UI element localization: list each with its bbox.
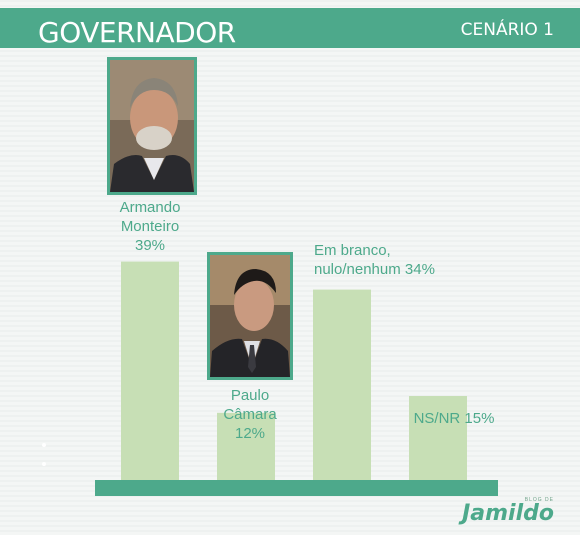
label-nsnr-value: NS/NR 15% <box>413 410 495 427</box>
label-armando-first: Armando <box>119 199 181 216</box>
bar-em-branco-nulo-nenhum <box>313 289 371 480</box>
paulo-camara-photo <box>207 252 293 380</box>
chart-title: GOVERNADOR <box>38 16 236 49</box>
decorative-dot <box>42 462 46 466</box>
chart-baseline <box>95 480 498 496</box>
label-branco-line2: nulo/nenhum 34% <box>314 261 435 278</box>
label-armando-monteiro: Armando Monteiro 39% <box>100 198 200 255</box>
label-armando-last: Monteiro <box>120 218 180 235</box>
header-bar: GOVERNADOR CENÁRIO 1 <box>0 8 580 49</box>
bar-ns-nr <box>409 396 467 480</box>
bar-paulo-c-mara <box>217 412 275 480</box>
label-em-branco: Em branco, nulo/nenhum 34% <box>314 241 474 279</box>
label-paulo-camara: Paulo Câmara 12% <box>200 386 300 443</box>
bar-armando-monteiro <box>121 261 179 480</box>
logo-small-text: BLOG DE <box>524 497 554 503</box>
label-paulo-last: Câmara <box>223 406 277 423</box>
blog-logo: BLOG DE Jamildo <box>462 497 554 525</box>
label-branco-line1: Em branco, <box>314 242 391 259</box>
label-armando-value: 39% <box>134 237 166 254</box>
label-paulo-value: 12% <box>234 425 266 442</box>
decorative-dot <box>42 443 46 447</box>
armando-monteiro-photo <box>107 57 197 195</box>
logo-main-text: Jamildo <box>462 501 554 526</box>
label-paulo-first: Paulo <box>230 387 270 404</box>
label-ns-nr: NS/NR 15% <box>404 409 504 428</box>
scenario-label: CENÁRIO 1 <box>460 20 554 40</box>
